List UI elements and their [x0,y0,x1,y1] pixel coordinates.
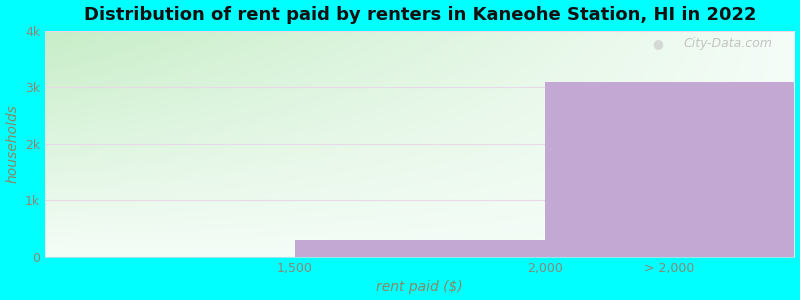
Text: ●: ● [652,38,663,50]
X-axis label: rent paid ($): rent paid ($) [376,280,463,294]
Bar [545,82,794,257]
Y-axis label: households: households [6,104,19,183]
Bar [295,240,545,257]
Text: City-Data.com: City-Data.com [683,38,772,50]
Title: Distribution of rent paid by renters in Kaneohe Station, HI in 2022: Distribution of rent paid by renters in … [83,6,756,24]
